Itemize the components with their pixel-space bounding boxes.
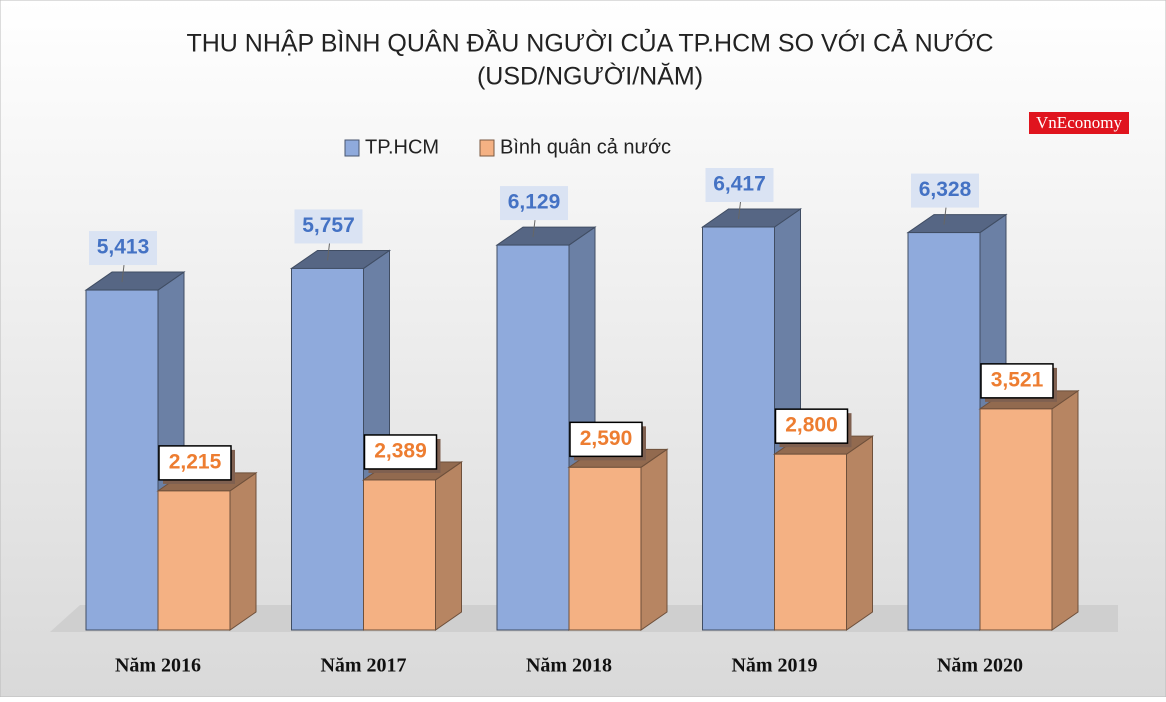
legend-swatch [479, 139, 495, 157]
legend-label: TP.HCM [365, 136, 439, 158]
bar [496, 244, 570, 631]
bar [568, 466, 642, 631]
logo-box [1029, 112, 1129, 134]
legend-swatch [344, 139, 360, 157]
value-label: 5,757 [302, 214, 355, 237]
value-label-box [705, 168, 774, 202]
x-tick-label: Năm 2018 [526, 655, 612, 677]
x-tick-label: Năm 2016 [115, 655, 201, 677]
value-label: 6,129 [508, 191, 561, 214]
bar-side [435, 461, 462, 631]
label-leader [327, 243, 330, 261]
value-label-box [89, 231, 157, 266]
legend-label: Bình quân cả nước [500, 136, 671, 158]
value-label-box [911, 173, 979, 208]
value-label-box [294, 209, 363, 244]
x-tick-label: Năm 2020 [937, 655, 1023, 677]
value-label: 3,521 [991, 368, 1044, 391]
bar-side [1051, 389, 1079, 631]
x-tick-label: Năm 2019 [731, 655, 817, 677]
value-label-box [569, 421, 643, 458]
value-label: 2,800 [785, 414, 838, 437]
label-leader [943, 207, 947, 225]
label-leader [121, 264, 125, 283]
value-label: 5,413 [97, 236, 150, 259]
value-label-box [158, 445, 232, 481]
bar [979, 408, 1053, 631]
label-leader [738, 201, 741, 220]
logo: VnEconomy [1036, 113, 1122, 132]
bar [363, 479, 436, 631]
value-label-box [500, 186, 568, 221]
value-label-box [363, 434, 438, 470]
value-label-box [774, 408, 849, 444]
value-label: 6,328 [919, 178, 972, 201]
bar [907, 232, 981, 631]
bar [702, 226, 775, 631]
bar [774, 453, 847, 631]
value-label: 6,417 [713, 173, 766, 196]
chart-subtitle: (USD/NGƯỜI/NĂM) [477, 62, 703, 91]
value-label: 2,389 [374, 440, 427, 463]
value-label: 2,590 [580, 427, 633, 450]
bar-side [846, 435, 873, 631]
bar-side [640, 448, 668, 631]
chart-title: THU NHẬP BÌNH QUÂN ĐẦU NGƯỜI CỦA TP.HCM … [186, 28, 993, 58]
bar [157, 490, 231, 631]
value-label-box [980, 363, 1054, 399]
label-leader [532, 220, 536, 238]
bar-side [229, 471, 257, 631]
value-label: 2,215 [169, 450, 222, 473]
bar [291, 267, 364, 631]
x-tick-label: Năm 2017 [320, 655, 406, 677]
bar [85, 289, 159, 631]
